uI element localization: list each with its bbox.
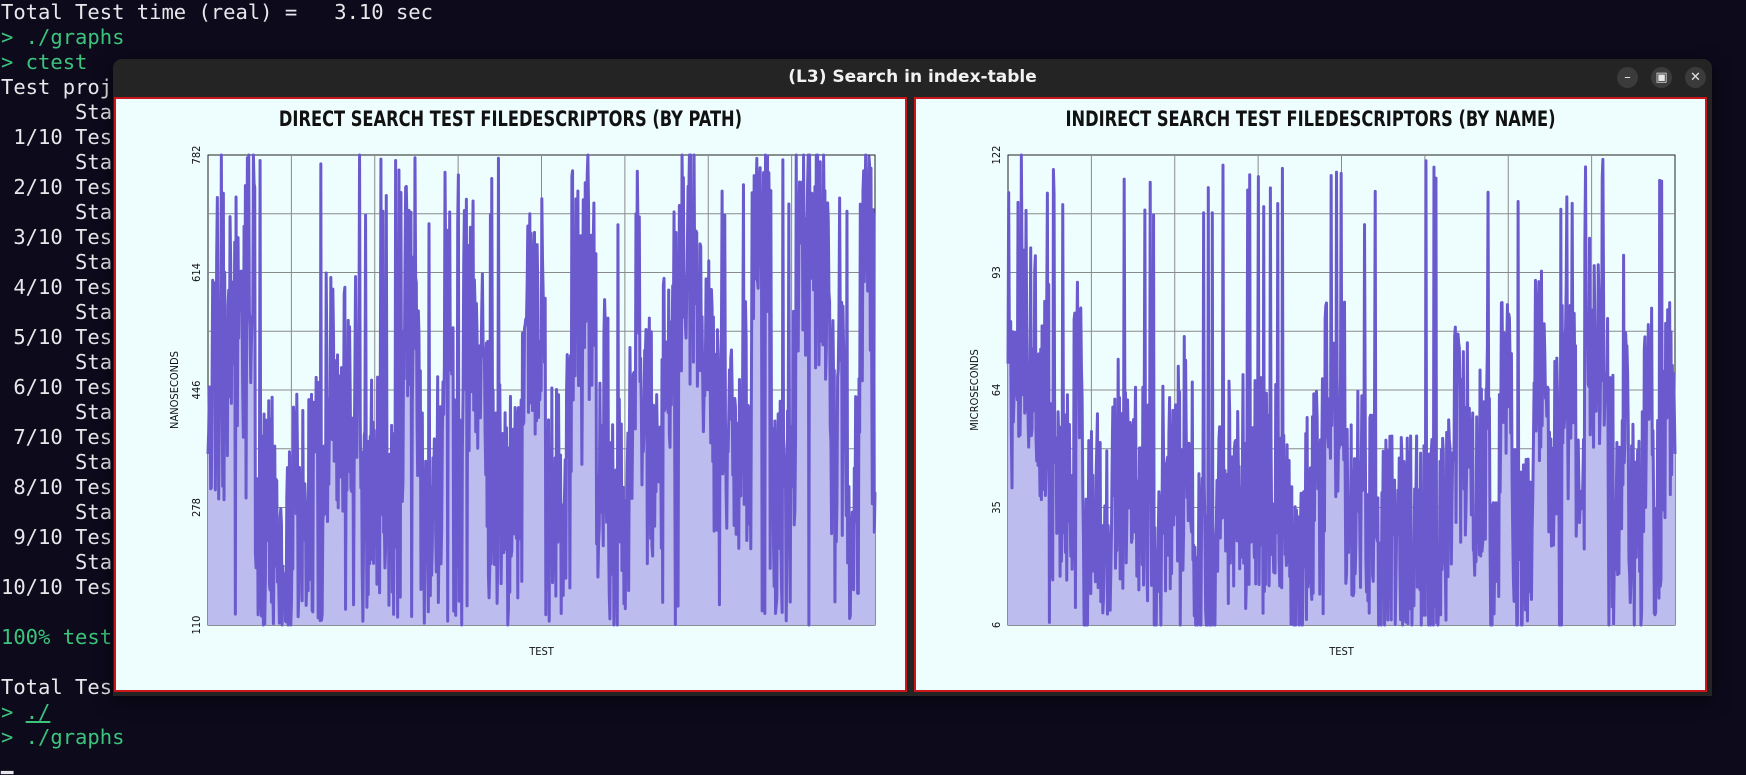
- y-tick-label: 122: [990, 146, 1003, 165]
- terminal-line: 6/10 Tes: [1, 375, 113, 399]
- terminal-line: 5/10 Tes: [1, 325, 113, 349]
- terminal-line: Sta: [1, 500, 113, 524]
- y-tick-label: 35: [990, 501, 1003, 514]
- y-tick-label: 93: [990, 266, 1003, 279]
- minimize-icon[interactable]: –: [1617, 67, 1638, 88]
- terminal-line: Sta: [1, 550, 113, 574]
- terminal-line: 9/10 Tes: [1, 525, 113, 549]
- y-tick-label: 278: [190, 498, 203, 517]
- terminal-line: > ./: [1, 700, 51, 724]
- terminal-line: 1/10 Tes: [1, 125, 113, 149]
- chart-title: INDIRECT SEARCH TEST FILEDESCRIPTORS (BY…: [1065, 107, 1555, 132]
- terminal-line: Sta: [1, 400, 113, 424]
- y-tick-label: 110: [190, 616, 203, 635]
- terminal-line: Sta: [1, 300, 113, 324]
- app-window: (L3) Search in index-table – ▣ ✕ DIRECT …: [113, 59, 1712, 696]
- terminal-line: Sta: [1, 100, 113, 124]
- terminal-line: Sta: [1, 350, 113, 374]
- terminal-line: Total Tes: [1, 675, 113, 699]
- y-axis-label: NANOSECONDS: [168, 351, 181, 429]
- terminal-line: 100% test: [1, 625, 113, 649]
- terminal-line: 8/10 Tes: [1, 475, 113, 499]
- y-tick-label: 6: [990, 622, 1003, 628]
- terminal-background: Total Test time (real) = 3.10 sec > ./gra…: [1, 0, 433, 774]
- terminal-line: Sta: [1, 200, 113, 224]
- y-axis-label: MICROSECONDS: [968, 349, 981, 431]
- terminal-line: 3/10 Tes: [1, 225, 113, 249]
- window-titlebar[interactable]: (L3) Search in index-table: [113, 59, 1712, 95]
- y-tick-label: 782: [190, 146, 203, 165]
- terminal-line: > ctest: [1, 50, 88, 74]
- terminal-line: Sta: [1, 250, 113, 274]
- terminal-line: 7/10 Tes: [1, 425, 113, 449]
- terminal-line: > ./graphs: [1, 25, 125, 49]
- chart-panel-indirect: INDIRECT SEARCH TEST FILEDESCRIPTORS (BY…: [914, 97, 1707, 692]
- chart-title: DIRECT SEARCH TEST FILEDESCRIPTORS (BY P…: [279, 107, 742, 132]
- series-line: [1006, 153, 1677, 627]
- terminal-line: Sta: [1, 150, 113, 174]
- close-icon[interactable]: ✕: [1685, 67, 1706, 88]
- terminal-line: Total Test time (real) = 3.10 sec: [1, 0, 433, 24]
- terminal-line: > ./graphs: [1, 725, 125, 749]
- chart-panel-direct: DIRECT SEARCH TEST FILEDESCRIPTORS (BY P…: [114, 97, 907, 692]
- window-title: (L3) Search in index-table: [788, 67, 1037, 87]
- series-line: [206, 153, 877, 627]
- terminal-line: 2/10 Tes: [1, 175, 113, 199]
- x-axis-label: TEST: [1328, 645, 1355, 658]
- maximize-icon[interactable]: ▣: [1651, 67, 1672, 88]
- terminal-line: 4/10 Tes: [1, 275, 113, 299]
- terminal-line: Sta: [1, 450, 113, 474]
- terminal-line: ▁: [1, 750, 14, 774]
- y-tick-label: 446: [190, 381, 203, 400]
- x-axis-label: TEST: [528, 645, 555, 658]
- chart-indirect: INDIRECT SEARCH TEST FILEDESCRIPTORS (BY…: [968, 107, 1677, 658]
- y-tick-label: 64: [990, 384, 1003, 397]
- y-tick-label: 614: [190, 263, 203, 282]
- terminal-line: Test proj: [1, 75, 113, 99]
- terminal-line: 10/10 Tes: [1, 575, 113, 599]
- chart-direct: DIRECT SEARCH TEST FILEDESCRIPTORS (BY P…: [168, 107, 877, 658]
